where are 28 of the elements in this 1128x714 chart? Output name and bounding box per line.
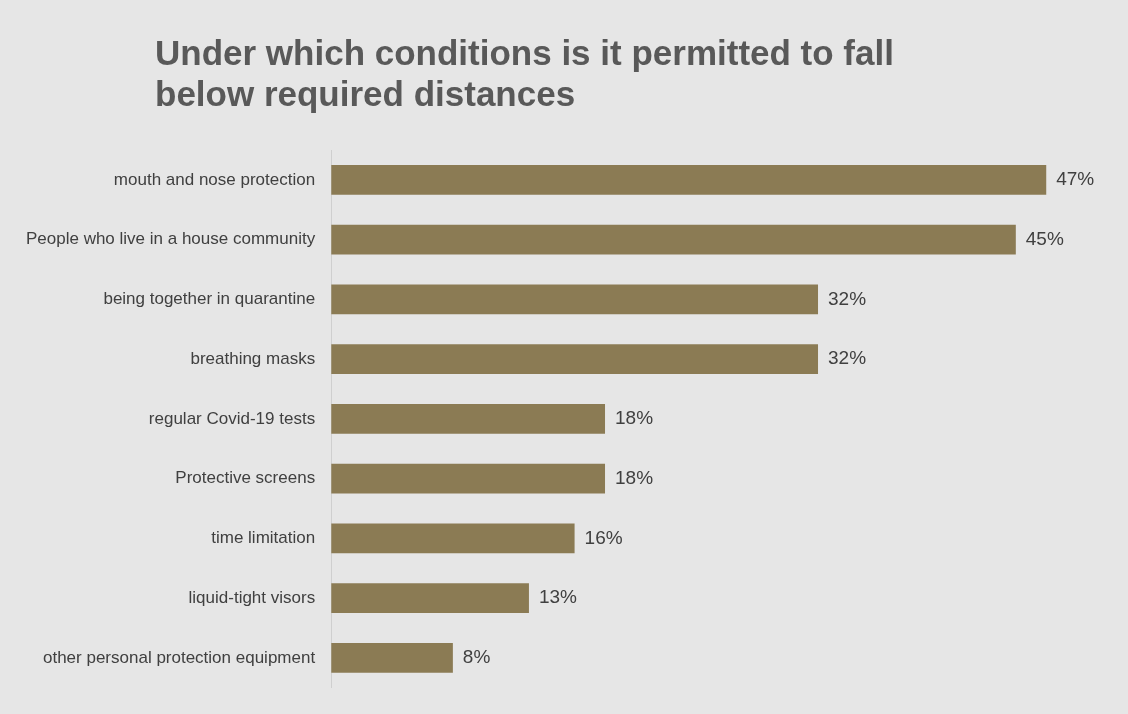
bar <box>331 164 1047 195</box>
bar <box>331 642 453 673</box>
y-tick-label: regular Covid-19 tests <box>148 408 316 428</box>
bar <box>331 583 529 614</box>
data-label: 18% <box>615 466 654 488</box>
chart-title: Under which conditions is it permitted to fall below required distances <box>155 32 895 114</box>
data-label: 8% <box>462 646 491 668</box>
bar <box>331 523 575 554</box>
y-tick-label: time limitation <box>211 528 316 548</box>
y-tick-label: other personal protection equipment <box>42 647 316 667</box>
y-tick-label: breathing masks <box>190 348 316 368</box>
data-label: 32% <box>828 287 867 309</box>
data-label: 45% <box>1025 227 1064 249</box>
data-label: 16% <box>584 526 623 548</box>
y-tick-label: being together in quarantine <box>103 289 316 309</box>
y-tick-label: Protective screens <box>175 468 316 488</box>
y-tick-label: mouth and nose protection <box>113 169 316 189</box>
data-label: 18% <box>615 407 654 429</box>
bar <box>331 344 819 375</box>
y-tick-label: People who live in a house community <box>25 229 316 249</box>
data-label: 47% <box>1056 168 1095 190</box>
y-tick-label: liquid-tight visors <box>188 587 316 607</box>
bar <box>331 284 819 315</box>
bar <box>331 463 606 494</box>
bar <box>331 224 1016 255</box>
bar <box>331 403 606 434</box>
data-label: 13% <box>538 586 578 608</box>
data-label: 32% <box>828 347 867 369</box>
